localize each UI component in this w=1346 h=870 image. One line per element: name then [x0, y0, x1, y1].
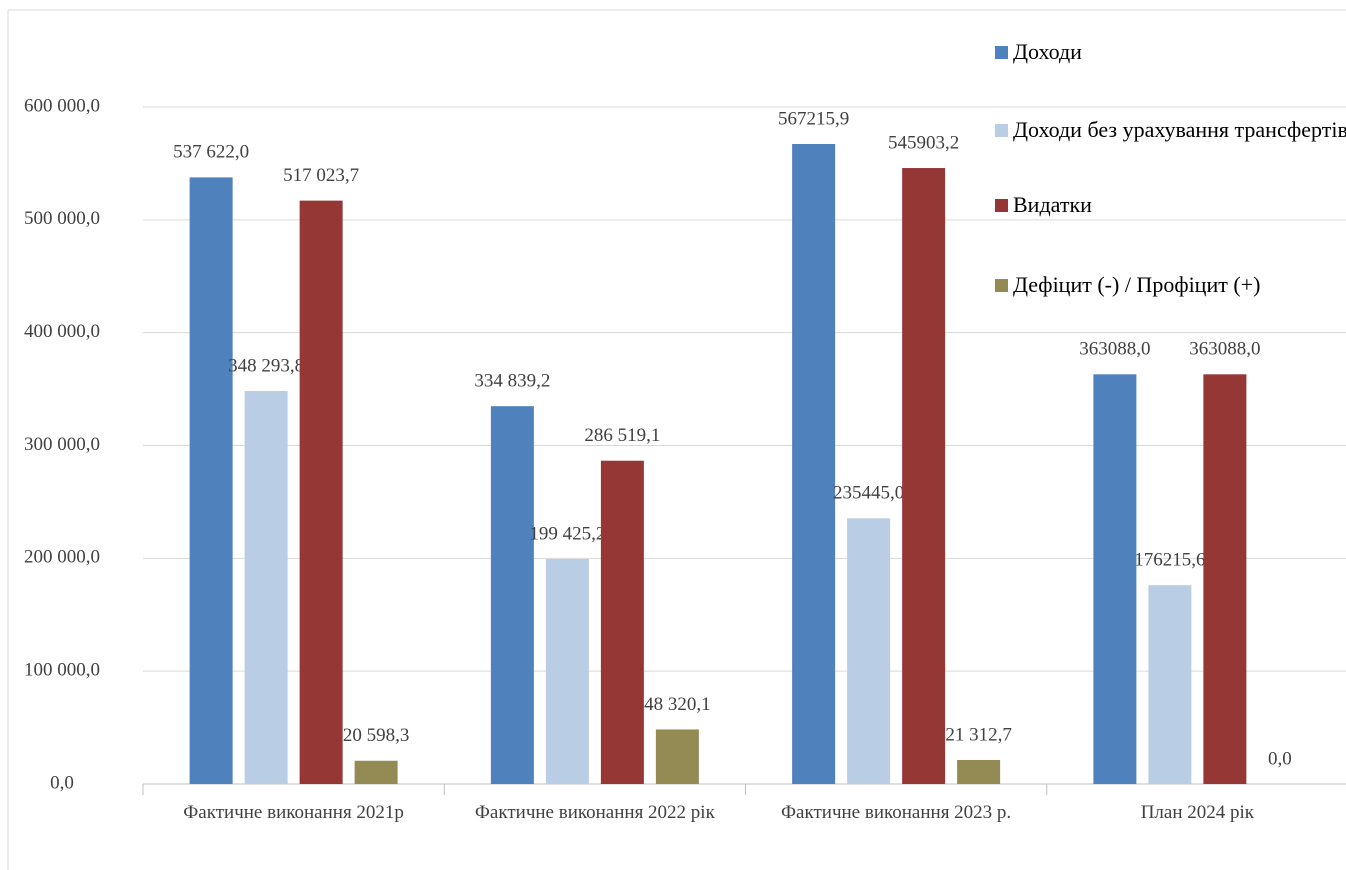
y-tick-label: 200 000,0	[24, 547, 100, 568]
data-label: 348 293,8	[228, 355, 304, 376]
bar	[902, 168, 946, 785]
bar	[490, 406, 534, 784]
bar	[189, 177, 233, 784]
data-label: 176215,6	[1134, 550, 1205, 571]
data-label: 48 320,1	[644, 694, 711, 715]
bar	[299, 200, 343, 784]
y-tick-label: 400 000,0	[24, 321, 100, 342]
data-label: 517 023,7	[283, 165, 359, 186]
y-tick-label: 500 000,0	[24, 208, 100, 229]
legend-swatch	[995, 46, 1008, 59]
data-label: 567215,9	[778, 108, 849, 129]
bar	[847, 518, 891, 784]
y-tick-label: 300 000,0	[24, 434, 100, 455]
y-tick-label: 600 000,0	[24, 95, 100, 116]
data-label: 235445,0	[833, 483, 904, 504]
data-label: 363088,0	[1079, 339, 1150, 360]
legend-item: Доходи без урахування трансфертів	[995, 116, 1346, 143]
data-label: 363088,0	[1189, 339, 1260, 360]
bar	[354, 760, 398, 784]
y-tick-label: 0,0	[50, 772, 74, 793]
data-label: 286 519,1	[584, 425, 660, 446]
legend-swatch	[995, 124, 1008, 137]
legend-item: Видатки	[995, 191, 1346, 218]
bar	[1093, 374, 1137, 784]
bar	[655, 729, 699, 784]
legend-label: Видатки	[1013, 192, 1092, 217]
y-tick-label: 100 000,0	[24, 660, 100, 681]
data-label: 21 312,7	[945, 724, 1012, 745]
data-label: 199 425,2	[529, 523, 605, 544]
bar	[792, 143, 836, 784]
x-tick-label: План 2024 рік	[1140, 802, 1255, 823]
legend-label: Доходи	[1013, 39, 1082, 64]
x-tick-label: Фактичне виконання 2021р	[183, 802, 404, 823]
legend-item: Доходи	[995, 38, 1346, 65]
data-label: 545903,2	[888, 132, 959, 153]
data-label: 537 622,0	[173, 142, 249, 163]
data-label: 334 839,2	[474, 371, 550, 392]
x-tick-label: Фактичне виконання 2022 рік	[474, 802, 715, 823]
bar	[545, 558, 589, 784]
bar	[244, 391, 288, 784]
bar	[957, 759, 1001, 784]
bar	[1148, 585, 1192, 784]
legend-label: Доходи без урахування трансфертів	[1013, 117, 1346, 142]
bar	[600, 460, 644, 784]
legend-swatch	[995, 199, 1008, 212]
legend-item: Дефіцит (-) / Профіцит (+)	[995, 271, 1346, 298]
x-tick-label: Фактичне виконання 2023 р.	[781, 802, 1012, 823]
data-label: 0,0	[1268, 748, 1292, 769]
legend-swatch	[995, 279, 1008, 292]
data-label: 20 598,3	[343, 725, 410, 746]
bar	[1203, 374, 1247, 784]
legend-label: Дефіцит (-) / Профіцит (+)	[1013, 272, 1261, 297]
